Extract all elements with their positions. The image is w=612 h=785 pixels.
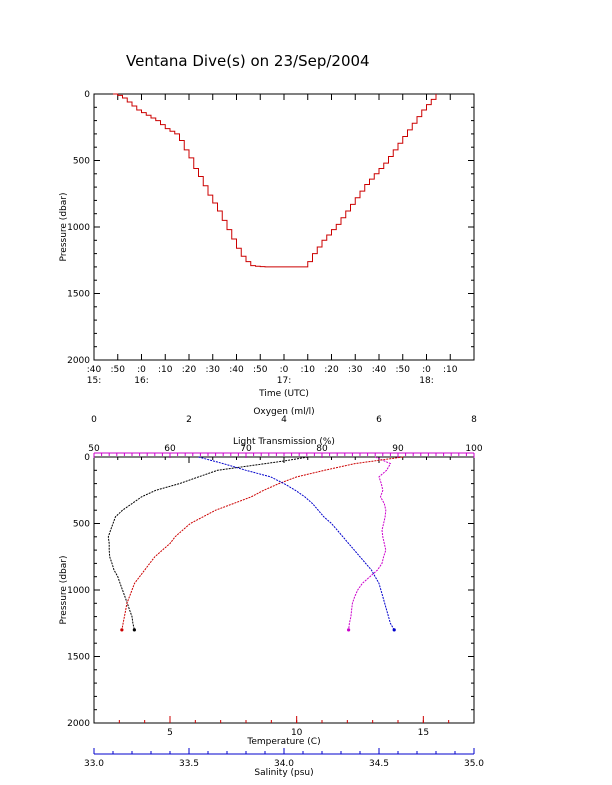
x-hour-label: 16: [134,376,148,386]
x-tick-label: :20 [182,365,197,375]
y-tick-label: 0 [84,90,90,100]
x-tick-label: :40 [372,365,387,375]
light-profile-endpoint [347,628,351,632]
top-x-axis: :40 :50 :0 :10 :20 :30 :40 :50 :0 :10 :20 :30 :40 :50… [87,94,458,386]
temperature-tick-label: 5 [167,728,173,738]
x-tick-label: :40 [229,365,244,375]
x-tick-label: :20 [324,365,339,375]
salinity-tick-label: 33.5 [179,759,199,769]
x-tick-label: :30 [206,365,221,375]
x-tick-label: :0 [422,365,431,375]
oxygen-tick-label: 4 [281,415,287,425]
y-tick-label: 0 [84,453,90,463]
x-hour-label: 15: [87,376,101,386]
y-tick-label: 500 [73,520,90,530]
x-tick-label: :30 [348,365,363,375]
temperature-tick-label: 15 [418,728,429,738]
top-y-axis-label: Pressure (dbar) [59,193,69,262]
oxygen-axis-label: Oxygen (ml/l) [253,407,314,417]
light-tick-label: 100 [465,444,482,454]
oxygen-tick-label: 0 [91,415,97,425]
temperature-profile-line [121,456,404,630]
oxygen-profile-endpoint [132,628,136,632]
y-tick-label: 1000 [67,223,90,233]
oxygen-tick-label: 2 [186,415,192,425]
salinity-profile-line [198,456,395,631]
salinity-profile-endpoint [392,628,396,632]
bottom-y-axis-label: Pressure (dbar) [59,556,69,625]
y-tick-label: 2000 [67,356,90,366]
light-tick-label: 80 [316,444,328,454]
light-tick-label: 50 [88,444,100,454]
salinity-tick-label: 34.0 [274,759,294,769]
salinity-tick-label: 33.0 [84,759,104,769]
salinity-tick-label: 35.0 [464,759,484,769]
profile-chart: 0 500 1000 1500 2000 0 2 4 6 8 50 60 70 80 90 100 5 10… [59,407,484,778]
oxygen-profile-line [107,456,308,631]
x-tick-label: :50 [396,365,411,375]
light-transmission-axis: 50 60 70 80 90 100 [88,444,483,458]
light-profile-line [348,456,392,630]
bottom-y-axis: 0 500 1000 1500 2000 [67,453,474,729]
x-tick-label: :50 [253,365,268,375]
profile-series [107,456,404,632]
x-tick-label: :0 [137,365,146,375]
salinity-tick-label: 34.5 [369,759,389,769]
top-x-axis-label: Time (UTC) [258,389,309,399]
light-tick-label: 60 [164,444,176,454]
y-tick-label: 2000 [67,719,90,729]
oxygen-tick-label: 8 [471,415,477,425]
y-tick-label: 1500 [67,653,90,663]
temperature-tick-label: 10 [291,728,303,738]
salinity-axis: 33.0 33.5 34.0 34.5 35.0 [84,748,484,769]
salinity-axis-label: Salinity (psu) [254,768,313,778]
y-tick-label: 500 [73,157,90,167]
temperature-axis: 5 10 15 [118,716,450,738]
x-hour-label: 18: [419,376,433,386]
x-hour-label: 17: [277,376,291,386]
x-tick-label: :10 [443,365,458,375]
x-tick-label: :10 [301,365,316,375]
temperature-axis-label: Temperature (C) [246,737,320,747]
x-tick-label: :0 [280,365,289,375]
dive-profile-chart: 0 500 1000 1500 2000 :40 :50 :0 :10 :20 :30 :40 :50… [59,90,475,399]
bottom-plot-frame [93,456,475,724]
light-axis-label: Light Transmission (%) [233,437,335,447]
y-tick-label: 1000 [67,586,90,596]
light-tick-label: 70 [240,444,252,454]
x-tick-label: :50 [111,365,126,375]
x-tick-label: :10 [158,365,173,375]
temperature-profile-endpoint [120,628,124,632]
dive-pressure-line [113,93,437,268]
oxygen-axis: 0 2 4 6 8 [91,415,477,463]
oxygen-tick-label: 6 [376,415,382,425]
light-tick-label: 90 [392,444,404,454]
figure-title: Ventana Dive(s) on 23/Sep/2004 [126,52,370,70]
x-tick-label: :40 [87,365,102,375]
top-y-axis: 0 500 1000 1500 2000 [67,90,474,366]
y-tick-label: 1500 [67,290,90,300]
top-plot-frame [93,93,475,361]
